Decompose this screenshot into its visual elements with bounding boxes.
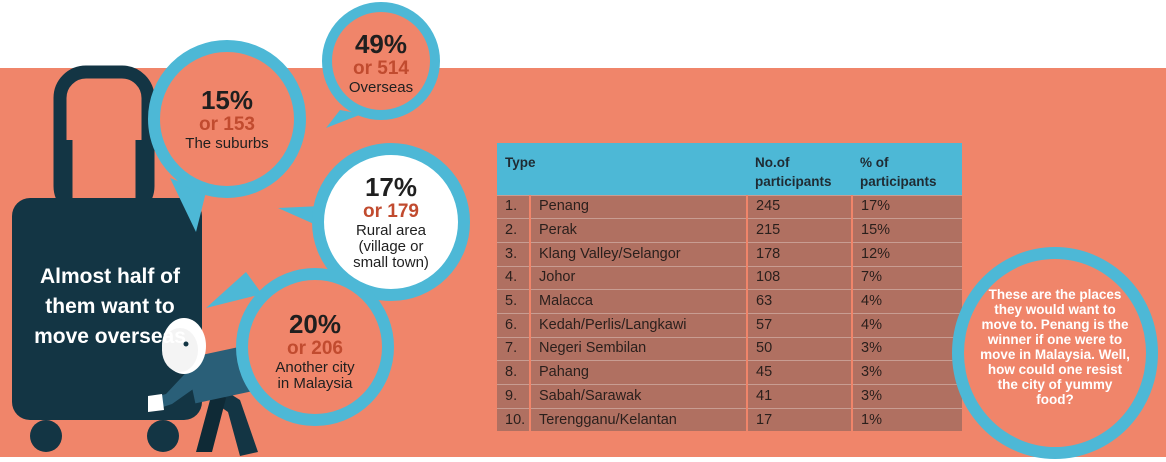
table-cell-type: Sabah/Sarawak [529, 384, 747, 409]
rural-count: or 179 [363, 201, 419, 222]
headline: Almost half of them want to move oversea… [34, 265, 186, 348]
table-cell-participants: 50 [746, 336, 852, 361]
table-cell-participants: 41 [746, 384, 852, 409]
table-cell-percent: 3% [851, 384, 962, 409]
table-cell-percent: 15% [851, 218, 962, 243]
suitcase-illustration [12, 65, 258, 456]
suitcase-wheel-left [30, 420, 62, 452]
header-percent: % of participants [852, 143, 962, 195]
table-cell-percent: 4% [851, 289, 962, 314]
table-cell-participants: 108 [746, 265, 852, 290]
person-figure [148, 318, 258, 456]
table-cell-percent: 3% [851, 336, 962, 361]
table-row: 10. Terengganu/Kelantan 17 1% [497, 407, 962, 432]
table-cell-type: Terengganu/Kelantan [529, 407, 747, 432]
table-cell-rank: 2. [497, 218, 530, 243]
table-cell-rank: 1. [497, 194, 530, 219]
tail-overseas [326, 110, 362, 128]
suburbs-label: The suburbs [185, 135, 269, 152]
city-label-2: in Malaysia [277, 375, 353, 392]
table-cell-type: Johor [529, 265, 747, 290]
table-row: 9. Sabah/Sarawak 41 3% [497, 384, 962, 409]
destinations-table: Type No.of participants % of participant… [497, 143, 962, 432]
table-row: 2. Perak 215 15% [497, 218, 962, 243]
table-cell-type: Malacca [529, 289, 747, 314]
table-cell-percent: 3% [851, 360, 962, 385]
header-participants: No.of participants [747, 143, 852, 195]
city-percent: 20% [288, 309, 342, 339]
table-row: 7. Negeri Sembilan 50 3% [497, 336, 962, 361]
table-cell-rank: 7. [497, 336, 530, 361]
tail-city [206, 272, 262, 308]
table-cell-rank: 3. [497, 241, 530, 267]
table-cell-rank: 5. [497, 289, 530, 314]
overseas-count: or 514 [353, 58, 409, 79]
bubble-city: 20% or 206 Another city in Malaysia [236, 268, 394, 426]
table-cell-rank: 6. [497, 312, 530, 338]
table-cell-percent: 1% [851, 407, 962, 432]
table-cell-type: Perak [529, 218, 747, 243]
table-cell-rank: 8. [497, 360, 530, 385]
suitcase-wheel-right [147, 420, 179, 452]
suburbs-percent: 15% [200, 85, 254, 115]
bubble-suburbs: 15% or 153 The suburbs [148, 40, 306, 198]
suburbs-count: or 153 [199, 114, 255, 135]
table-cell-rank: 4. [497, 265, 530, 290]
rural-percent: 17% [364, 172, 418, 202]
rural-label-3: small town) [353, 254, 429, 271]
table-cell-participants: 215 [746, 218, 852, 243]
suitcase-body [12, 198, 202, 420]
rural-label-2: (village or [358, 238, 424, 255]
table-row: 1. Penang 245 17% [497, 194, 962, 219]
table-row: 5. Malacca 63 4% [497, 289, 962, 314]
table-cell-type: Klang Valley/Selangor [529, 241, 747, 267]
table-cell-type: Pahang [529, 360, 747, 385]
table-cell-participants: 17 [746, 407, 852, 432]
table-row: 3. Klang Valley/Selangor 178 12% [497, 241, 962, 267]
table-cell-percent: 7% [851, 265, 962, 290]
table-cell-percent: 12% [851, 241, 962, 267]
city-count: or 206 [287, 338, 343, 359]
overseas-label: Overseas [348, 79, 414, 96]
city-label-1: Another city [275, 359, 355, 376]
table-cell-participants: 45 [746, 360, 852, 385]
table-row: 8. Pahang 45 3% [497, 360, 962, 385]
table-cell-percent: 17% [851, 194, 962, 219]
table-row: 6. Kedah/Perlis/Langkawi 57 4% [497, 312, 962, 338]
table-cell-type: Kedah/Perlis/Langkawi [529, 312, 747, 338]
table-body: 1. Penang 245 17% 2. Perak 215 15% 3. Klang Valle… [497, 194, 962, 432]
bubble-overseas: 49% or 514 Overseas [322, 2, 440, 120]
table-cell-participants: 245 [746, 194, 852, 219]
table-cell-rank: 9. [497, 384, 530, 409]
header-type: Type [497, 143, 747, 195]
note-bubble: These are the places they would want to … [952, 247, 1158, 459]
rural-label-1: Rural area [355, 222, 427, 239]
overseas-percent: 49% [354, 29, 408, 59]
table-cell-percent: 4% [851, 312, 962, 338]
table-cell-participants: 178 [746, 241, 852, 267]
table-cell-rank: 10. [497, 407, 530, 432]
table-cell-type: Negeri Sembilan [529, 336, 747, 361]
table-header-row: Type No.of participants % of participant… [497, 143, 962, 195]
table-cell-participants: 63 [746, 289, 852, 314]
table-row: 4. Johor 108 7% [497, 265, 962, 290]
table-cell-type: Penang [529, 194, 747, 219]
table-cell-participants: 57 [746, 312, 852, 338]
note-text: These are the places they would want to … [980, 287, 1130, 407]
